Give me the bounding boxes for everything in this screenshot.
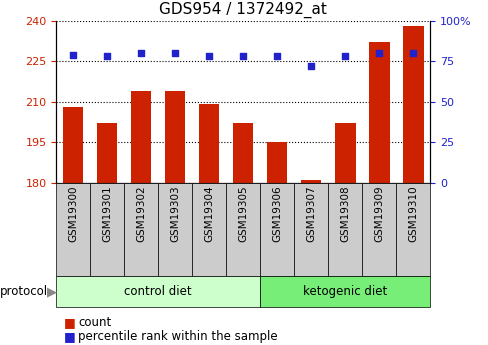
Bar <box>165 91 185 183</box>
Text: GSM19308: GSM19308 <box>340 186 349 242</box>
Text: GSM19303: GSM19303 <box>170 186 180 242</box>
Text: ■: ■ <box>63 316 75 329</box>
Bar <box>260 183 294 276</box>
Bar <box>192 183 226 276</box>
Point <box>69 52 77 58</box>
Text: GSM19304: GSM19304 <box>204 186 214 242</box>
Point <box>375 50 383 56</box>
Point <box>307 63 315 69</box>
Bar <box>90 183 124 276</box>
Text: count: count <box>78 316 111 329</box>
Text: GSM19302: GSM19302 <box>136 186 146 242</box>
Point <box>239 53 246 59</box>
Bar <box>301 180 321 183</box>
Point <box>137 50 145 56</box>
Text: ▶: ▶ <box>46 285 57 298</box>
Bar <box>395 183 429 276</box>
Point <box>205 53 213 59</box>
Bar <box>327 183 362 276</box>
Text: percentile rank within the sample: percentile rank within the sample <box>78 330 277 343</box>
Text: ■: ■ <box>63 330 75 343</box>
Point <box>273 53 281 59</box>
Bar <box>402 26 423 183</box>
Text: ketogenic diet: ketogenic diet <box>303 285 386 298</box>
Bar <box>56 276 260 307</box>
Text: GSM19300: GSM19300 <box>68 186 78 242</box>
Text: GSM19309: GSM19309 <box>373 186 384 242</box>
Text: GSM19307: GSM19307 <box>305 186 316 242</box>
Bar <box>334 124 355 183</box>
Text: GSM19310: GSM19310 <box>407 186 417 242</box>
Text: GSM19305: GSM19305 <box>238 186 248 242</box>
Bar <box>233 124 253 183</box>
Bar <box>131 91 151 183</box>
Bar <box>56 183 90 276</box>
Bar <box>158 183 192 276</box>
Point <box>408 50 416 56</box>
Text: protocol: protocol <box>0 285 48 298</box>
Text: control diet: control diet <box>124 285 192 298</box>
Text: GSM19301: GSM19301 <box>102 186 112 242</box>
Text: GSM19306: GSM19306 <box>272 186 282 242</box>
Bar <box>97 124 117 183</box>
Point <box>171 50 179 56</box>
Bar <box>294 183 327 276</box>
Bar <box>362 183 395 276</box>
Point <box>341 53 348 59</box>
Bar <box>124 183 158 276</box>
Bar <box>368 42 389 183</box>
Bar <box>260 276 429 307</box>
Bar <box>199 105 219 183</box>
Bar <box>63 107 83 183</box>
Point <box>103 53 111 59</box>
Title: GDS954 / 1372492_at: GDS954 / 1372492_at <box>159 2 326 18</box>
Bar <box>266 142 287 183</box>
Bar <box>226 183 260 276</box>
